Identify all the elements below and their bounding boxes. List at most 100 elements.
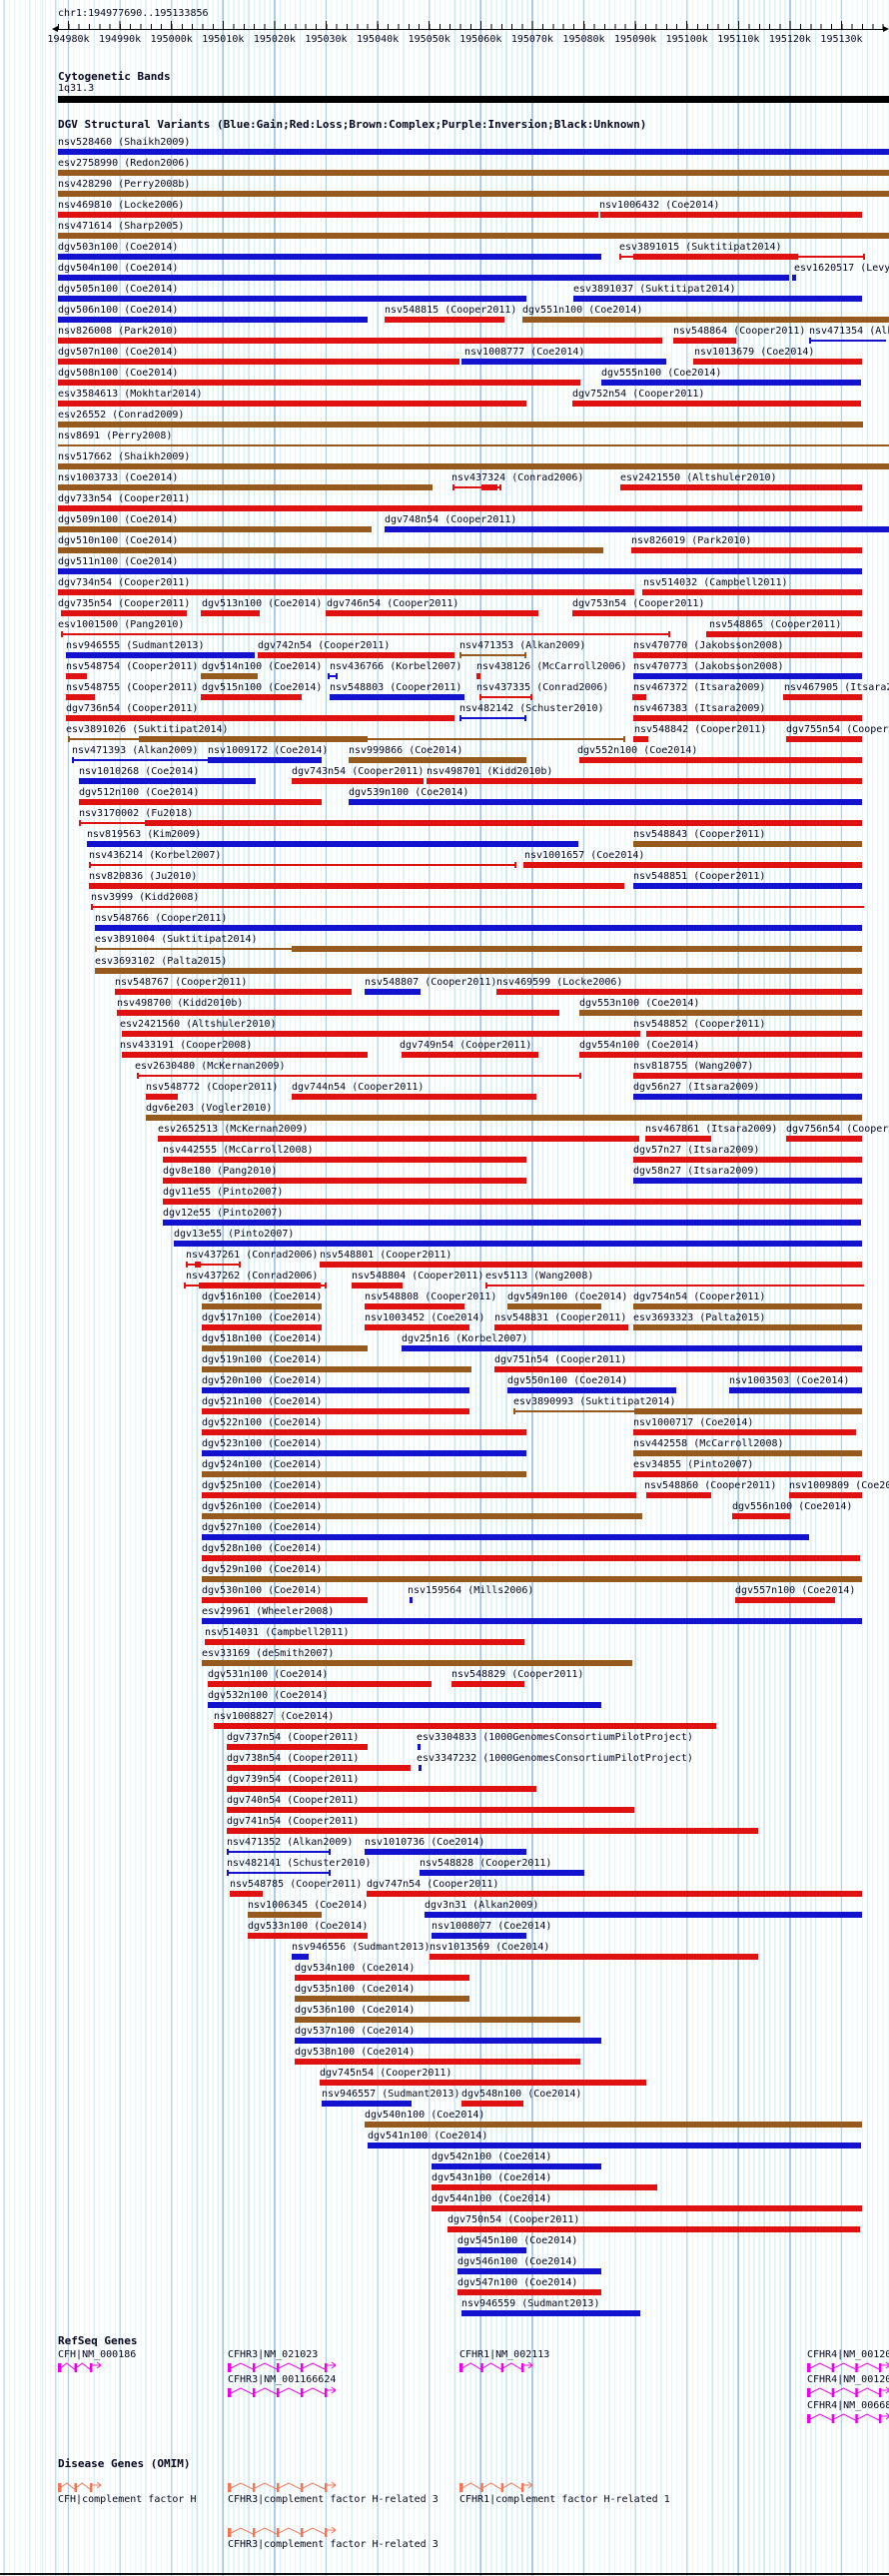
gene-glyph[interactable] — [58, 2480, 103, 2497]
variant-label[interactable]: esv2421550 (Altshuler2010) — [620, 472, 777, 483]
variant-label[interactable]: dgv12e55 (Pinto2007) — [163, 1208, 284, 1219]
variant-bar[interactable] — [295, 1996, 469, 2002]
variant-bar[interactable] — [479, 694, 532, 700]
variant-label[interactable]: nsv548864 (Cooper2011) — [673, 326, 806, 337]
variant-label[interactable]: esv5113 (Wang2008) — [485, 1271, 594, 1282]
variant-bar[interactable] — [427, 778, 862, 784]
gene-label[interactable]: CFH|complement factor H — [58, 2494, 197, 2505]
variant-bar[interactable] — [320, 2080, 646, 2086]
variant-label[interactable]: nsv437262 (Conrad2006) — [186, 1271, 319, 1282]
variant-bar[interactable] — [601, 380, 861, 386]
variant-bar[interactable] — [202, 1534, 809, 1540]
variant-label[interactable]: dgv8e180 (Pang2010) — [163, 1166, 278, 1177]
variant-label[interactable]: esv3891015 (Suktitipat2014) — [619, 242, 782, 253]
variant-bar[interactable] — [368, 2143, 861, 2148]
variant-label[interactable]: dgv744n54 (Cooper2011) — [292, 1082, 425, 1093]
variant-bar[interactable] — [58, 505, 862, 511]
variant-label[interactable]: dgv748n54 (Cooper2011) — [385, 514, 517, 525]
variant-label[interactable]: esv2652513 (McKernan2009) — [158, 1124, 309, 1135]
variant-bar[interactable] — [58, 463, 889, 469]
variant-bar[interactable] — [201, 673, 258, 679]
variant-label[interactable]: dgv750n54 (Cooper2011) — [447, 2214, 580, 2225]
variant-bar[interactable] — [58, 380, 580, 386]
variant-label[interactable]: dgv743n54 (Cooper2011) — [292, 766, 425, 777]
variant-bar[interactable] — [195, 1262, 201, 1268]
variant-label[interactable]: dgv13e55 (Pinto2007) — [174, 1229, 295, 1240]
variant-label[interactable]: nsv548842 (Cooper2011) — [634, 724, 767, 735]
variant-bar[interactable] — [809, 338, 886, 344]
variant-bar[interactable] — [202, 1618, 862, 1624]
variant-bar[interactable] — [706, 631, 862, 637]
variant-label[interactable]: nsv528460 (Shaikh2009) — [58, 137, 191, 148]
variant-label[interactable]: nsv999866 (Coe2014) — [349, 745, 463, 756]
variant-label[interactable]: dgv557n100 (Coe2014) — [735, 1585, 856, 1596]
variant-bar[interactable] — [496, 989, 862, 995]
variant-bar[interactable] — [202, 1576, 862, 1582]
variant-bar[interactable] — [792, 275, 796, 281]
variant-label[interactable]: nsv469810 (Locke2006) — [58, 200, 185, 211]
variant-label[interactable]: nsv482142 (Schuster2010) — [459, 703, 604, 714]
variant-bar[interactable] — [58, 275, 789, 281]
variant-bar[interactable] — [137, 1073, 581, 1079]
variant-bar[interactable] — [326, 610, 538, 616]
variant-label[interactable]: dgv742n54 (Cooper2011) — [258, 640, 391, 651]
variant-label[interactable]: nsv467372 (Itsara2009) — [633, 682, 766, 693]
variant-bar[interactable] — [633, 673, 862, 679]
variant-label[interactable]: dgv540n100 (Coe2014) — [365, 2110, 485, 2121]
variant-bar[interactable] — [447, 2226, 860, 2232]
variant-bar[interactable] — [631, 547, 862, 553]
variant-label[interactable]: nsv548829 (Cooper2011) — [451, 1669, 584, 1680]
variant-label[interactable]: dgv515n100 (Coe2014) — [202, 682, 323, 693]
variant-bar[interactable] — [410, 1597, 413, 1603]
variant-label[interactable]: nsv498701 (Kidd2010b) — [427, 766, 553, 777]
variant-label[interactable]: dgv505n100 (Coe2014) — [58, 284, 179, 295]
variant-bar[interactable] — [230, 1891, 263, 1897]
variant-bar[interactable] — [208, 757, 322, 763]
variant-bar[interactable] — [572, 610, 862, 616]
variant-bar[interactable] — [79, 799, 322, 805]
variant-label[interactable]: dgv733n54 (Cooper2011) — [58, 493, 191, 504]
variant-bar[interactable] — [58, 401, 526, 407]
variant-label[interactable]: nsv946556 (Sudmant2013) — [292, 1942, 431, 1953]
variant-bar[interactable] — [89, 883, 624, 889]
variant-bar[interactable] — [633, 652, 862, 658]
variant-label[interactable]: esv2421560 (Altshuler2010) — [120, 1019, 277, 1030]
variant-label[interactable]: dgv503n100 (Coe2014) — [58, 242, 179, 253]
variant-bar[interactable] — [632, 694, 646, 700]
variant-bar[interactable] — [735, 1597, 835, 1603]
variant-bar[interactable] — [208, 1681, 432, 1687]
gene-glyph[interactable] — [807, 2411, 889, 2428]
variant-label[interactable]: dgv539n100 (Coe2014) — [349, 787, 469, 798]
variant-bar[interactable] — [66, 715, 454, 721]
variant-bar[interactable] — [146, 1094, 178, 1100]
variant-bar[interactable] — [205, 1639, 524, 1645]
variant-label[interactable]: dgv556n100 (Coe2014) — [732, 1501, 853, 1512]
variant-bar[interactable] — [673, 338, 736, 344]
variant-label[interactable]: nsv1010736 (Coe2014) — [365, 1837, 485, 1848]
variant-bar[interactable] — [432, 2163, 601, 2169]
variant-bar[interactable] — [633, 715, 862, 721]
variant-label[interactable]: nsv826019 (Park2010) — [631, 535, 752, 546]
variant-bar[interactable] — [385, 317, 504, 323]
variant-label[interactable]: esv3891037 (Suktitipat2014) — [573, 284, 736, 295]
variant-label[interactable]: nsv946557 (Sudmant2013) — [322, 2089, 460, 2100]
variant-bar[interactable] — [66, 694, 95, 700]
variant-bar[interactable] — [457, 2289, 601, 2295]
variant-label[interactable]: esv3891004 (Suktitipat2014) — [95, 934, 258, 945]
variant-label[interactable]: esv3891026 (Suktitipat2014) — [66, 724, 229, 735]
variant-label[interactable]: nsv467383 (Itsara2009) — [633, 703, 766, 714]
variant-label[interactable]: nsv1009809 (Coe2014) — [789, 1480, 889, 1491]
variant-label[interactable]: dgv516n100 (Coe2014) — [202, 1291, 323, 1302]
variant-label[interactable]: dgv553n100 (Coe2014) — [579, 998, 700, 1009]
variant-bar[interactable] — [523, 862, 862, 868]
variant-label[interactable]: nsv548755 (Cooper2011) — [66, 682, 199, 693]
variant-label[interactable]: dgv535n100 (Coe2014) — [295, 1984, 416, 1995]
variant-bar[interactable] — [789, 1492, 862, 1498]
variant-label[interactable]: nsv436766 (Korbel2007) — [330, 661, 462, 672]
variant-bar[interactable] — [457, 2247, 526, 2253]
variant-bar[interactable] — [432, 1933, 526, 1939]
variant-bar[interactable] — [452, 484, 501, 490]
variant-bar[interactable] — [633, 883, 862, 889]
variant-label[interactable]: nsv442555 (McCarroll2008) — [163, 1145, 314, 1156]
variant-label[interactable]: nsv818755 (Wang2007) — [633, 1061, 754, 1072]
